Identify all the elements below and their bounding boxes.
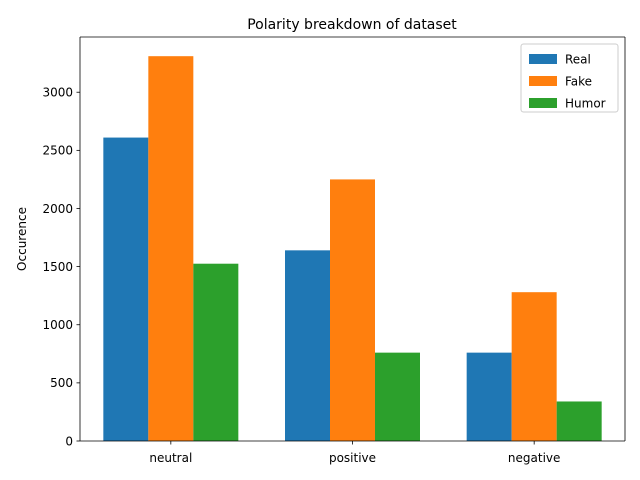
bar-real-neutral xyxy=(103,137,149,441)
legend: Real Fake Humor xyxy=(520,43,619,113)
legend-swatch-real xyxy=(529,54,557,64)
legend-label-humor: Humor xyxy=(565,97,606,111)
y-tick-label: 0 xyxy=(65,434,73,448)
y-tick-label: 500 xyxy=(50,376,73,390)
y-tick-label: 3000 xyxy=(42,86,73,100)
bar-real-positive xyxy=(285,250,330,441)
bar-fake-positive xyxy=(330,179,375,441)
y-axis-label: Occurence xyxy=(15,207,29,271)
x-tick-label: negative xyxy=(508,451,560,465)
bar-humor-negative xyxy=(556,401,602,441)
chart-title: Polarity breakdown of dataset xyxy=(247,17,457,33)
legend-label-fake: Fake xyxy=(565,75,592,89)
y-tick-label: 1500 xyxy=(42,260,73,274)
y-tick-label: 2000 xyxy=(42,202,73,216)
y-tick-label: 1000 xyxy=(42,318,73,332)
bar-real-negative xyxy=(466,352,512,441)
axes-group: 0 500 1000 1500 2000 2500 3000 neutral positive n… xyxy=(42,36,626,465)
legend-swatch-humor xyxy=(529,98,557,108)
bar-humor-neutral xyxy=(193,263,239,441)
bar-humor-positive xyxy=(375,352,420,441)
bar-fake-negative xyxy=(511,292,557,441)
x-tick-label: positive xyxy=(329,451,376,465)
x-tick-label: neutral xyxy=(149,451,192,465)
bar-fake-neutral xyxy=(148,56,194,441)
legend-label-real: Real xyxy=(565,53,591,67)
legend-swatch-fake xyxy=(529,76,557,86)
bars-group xyxy=(103,56,602,441)
y-tick-label: 2500 xyxy=(42,144,73,158)
